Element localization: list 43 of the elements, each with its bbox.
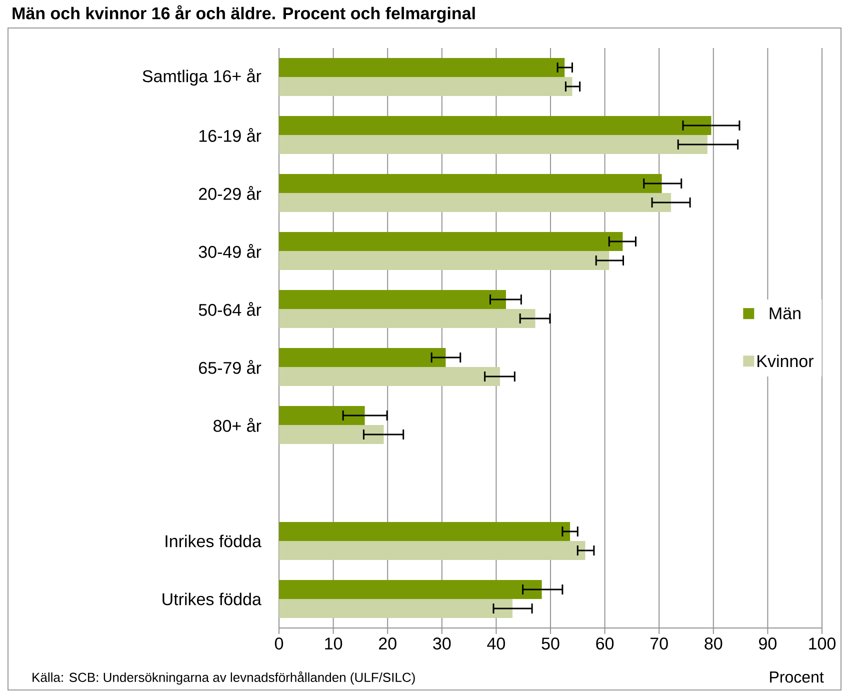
bar <box>279 308 536 328</box>
bar <box>279 366 500 386</box>
bar <box>279 134 708 154</box>
x-tick-label: 50 <box>542 638 560 650</box>
x-tick-label: 0 <box>274 638 284 650</box>
legend-label: Män <box>770 307 800 320</box>
y-tick-label: 65-79 år <box>199 360 262 374</box>
x-tick-label: 20 <box>379 638 396 650</box>
bar <box>279 76 572 96</box>
y-tick-label: 80+ år <box>214 418 262 432</box>
y-tick-label: 16-19 år <box>199 128 262 142</box>
bar <box>279 580 542 599</box>
x-tick-label: 90 <box>759 638 776 650</box>
bar <box>279 290 506 309</box>
x-tick-label: 30 <box>433 638 451 650</box>
bar <box>279 116 712 135</box>
y-tick-label: 30-49 år <box>198 244 262 258</box>
x-axis-title: Procent <box>770 672 824 683</box>
bar <box>279 348 446 367</box>
y-tick-label: Inrikes födda <box>166 534 262 548</box>
y-tick-label: Utrikes födda <box>162 592 262 606</box>
text: Källa: SCB: Undersökningarna av levnadsförhållanden (ULF/SILC) <box>32 671 415 685</box>
chart-title: Män och kvinnor 16 år och äldre. Procent och felmarginal <box>12 5 475 23</box>
x-tick-label: 40 <box>487 638 505 650</box>
bar <box>279 174 662 193</box>
y-tick-label: 50-64 år <box>198 302 262 316</box>
bar <box>279 424 384 444</box>
bar <box>279 232 623 251</box>
bar <box>279 598 512 618</box>
x-tick-label: 80 <box>704 638 722 650</box>
x-tick-label: 60 <box>596 638 614 650</box>
x-tick-label: 100 <box>809 638 836 650</box>
bar <box>279 193 672 212</box>
x-tick-label: 70 <box>650 638 668 650</box>
bar <box>279 522 570 541</box>
bar <box>279 250 610 270</box>
x-tick-label: 10 <box>325 638 342 650</box>
legend-label: Kvinnor <box>758 354 814 368</box>
bar <box>279 58 565 77</box>
y-tick-label: Samtliga 16+ år <box>142 68 262 86</box>
bar <box>279 540 586 560</box>
y-tick-label: 20-29 år <box>199 186 262 200</box>
bar <box>279 406 365 425</box>
